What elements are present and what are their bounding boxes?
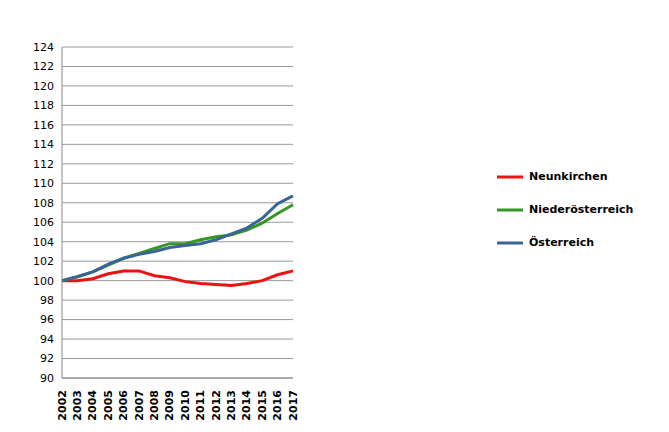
svg-text:2005: 2005 (102, 390, 115, 421)
svg-text:118: 118 (33, 99, 54, 112)
html-text:Österreich: Österreich (529, 236, 595, 249)
svg-text:100: 100 (33, 275, 54, 288)
svg-text:2014: 2014 (240, 390, 253, 421)
svg-text:104: 104 (33, 236, 54, 249)
svg-text:112: 112 (33, 158, 54, 171)
svg-text:2013: 2013 (225, 390, 238, 421)
svg-text:2007: 2007 (133, 390, 146, 421)
svg-text:114: 114 (33, 138, 54, 151)
svg-text:92: 92 (40, 352, 54, 365)
svg-text:96: 96 (40, 313, 54, 326)
svg-text:94: 94 (40, 333, 54, 346)
svg-text:2004: 2004 (86, 390, 99, 421)
svg-text:122: 122 (33, 60, 54, 73)
svg-text:2002: 2002 (56, 390, 69, 421)
svg-text:2003: 2003 (71, 390, 84, 421)
svg-text:2016: 2016 (271, 390, 284, 421)
svg-text:124: 124 (33, 41, 54, 54)
svg-text:2011: 2011 (194, 390, 207, 421)
svg-text:2015: 2015 (256, 390, 269, 421)
html-text:Neunkirchen: Neunkirchen (529, 170, 608, 183)
svg-text:2012: 2012 (210, 390, 223, 421)
svg-text:108: 108 (33, 197, 54, 210)
svg-text:116: 116 (33, 119, 54, 132)
svg-text:2008: 2008 (148, 390, 161, 421)
svg-text:2017: 2017 (287, 390, 300, 421)
svg-text:110: 110 (33, 177, 54, 190)
svg-text:2006: 2006 (117, 390, 130, 421)
svg-text:2009: 2009 (163, 390, 176, 421)
svg-text:106: 106 (33, 216, 54, 229)
svg-text:120: 120 (33, 80, 54, 93)
svg-text:90: 90 (40, 372, 54, 385)
svg-text:102: 102 (33, 255, 54, 268)
svg-text:2010: 2010 (179, 390, 192, 421)
svg-text:98: 98 (40, 294, 54, 307)
html-text:Niederösterreich: Niederösterreich (529, 203, 634, 216)
